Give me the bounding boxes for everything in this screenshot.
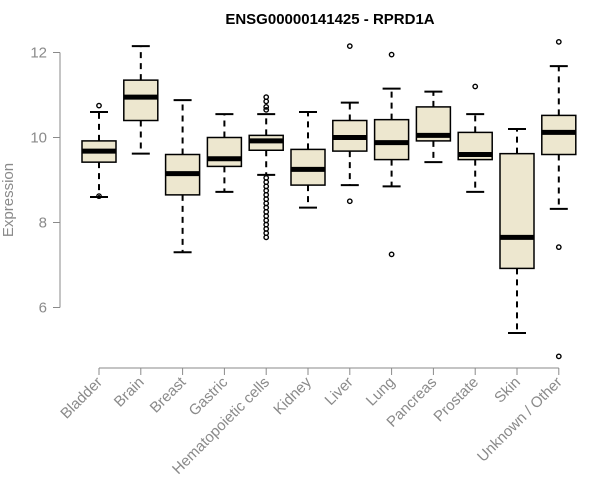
outlier-point — [388, 51, 395, 58]
x-tick-label: Skin — [491, 374, 524, 407]
box-group — [541, 38, 577, 360]
box-group — [206, 113, 243, 193]
box-group — [415, 90, 452, 164]
outlier-point — [263, 234, 270, 241]
box-group — [248, 94, 284, 241]
x-tick-label: Liver — [322, 374, 357, 409]
outlier-point — [263, 106, 270, 113]
y-tick-label: 12 — [30, 45, 47, 62]
x-tick-label: Prostate — [430, 374, 482, 426]
outlier-point — [263, 98, 270, 105]
box-group — [373, 51, 410, 258]
outlier-point — [555, 38, 562, 45]
boxes-layer — [81, 38, 577, 360]
x-tick-label: Bladder — [57, 374, 106, 423]
iqr-box — [373, 118, 410, 161]
outlier-point — [555, 244, 562, 251]
box-group — [457, 83, 493, 193]
iqr-box — [499, 152, 535, 270]
iqr-box — [123, 79, 159, 122]
iqr-box — [541, 114, 577, 156]
y-tick-label: 8 — [39, 215, 47, 232]
iqr-box — [206, 136, 243, 168]
x-tick-label: Brain — [111, 374, 148, 411]
outlier-point — [388, 251, 395, 258]
y-axis: 6 8 10 12 — [30, 45, 61, 317]
chart-title: ENSG00000141425 - RPRD1A — [225, 11, 434, 28]
outlier-point — [555, 353, 562, 360]
outlier-point — [346, 43, 353, 50]
y-axis-label: Expression — [0, 163, 17, 237]
y-tick-label: 10 — [30, 130, 47, 147]
outlier-point — [346, 198, 353, 205]
x-tick-label: Breast — [147, 373, 190, 416]
box-group — [332, 43, 368, 205]
outlier-point — [96, 102, 102, 109]
outlier-point — [96, 193, 102, 200]
outlier-point — [472, 83, 479, 90]
y-tick-label: 6 — [39, 300, 47, 317]
box-group — [123, 45, 159, 155]
box-group — [290, 111, 326, 209]
box-group — [164, 99, 201, 254]
box-group — [499, 128, 535, 334]
box-group — [81, 102, 117, 200]
x-tick-label: Kidney — [270, 373, 315, 418]
x-tick-label: Lung — [363, 374, 399, 410]
outlier-point — [263, 104, 270, 110]
